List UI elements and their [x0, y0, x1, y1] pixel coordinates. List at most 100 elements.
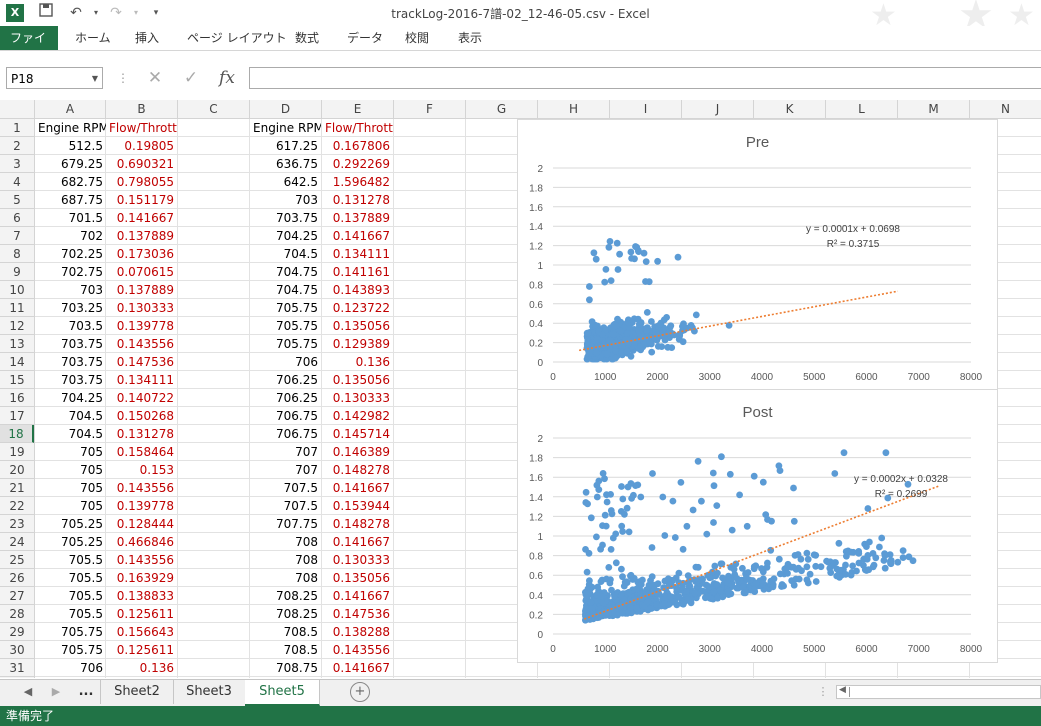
cell[interactable]: 0.145714 [332, 427, 390, 441]
cell[interactable]: 0.143556 [332, 643, 390, 657]
cell[interactable]: 0.143556 [116, 553, 174, 567]
cell[interactable]: 0.141667 [332, 481, 390, 495]
cell[interactable]: 708 [295, 553, 318, 567]
tab-data[interactable]: データ [347, 31, 384, 45]
cell[interactable]: 0.141667 [332, 589, 390, 603]
cell[interactable]: 0.163929 [116, 571, 174, 585]
row-header[interactable]: 4 [0, 173, 34, 191]
customize-quick-access-icon[interactable]: ▾ [153, 8, 159, 18]
cell[interactable]: 702 [80, 229, 103, 243]
tab-review[interactable]: 校閲 [405, 31, 430, 45]
cell[interactable]: 0.146389 [332, 445, 390, 459]
column-header-k[interactable]: K [754, 100, 826, 118]
cell[interactable]: 706.25 [276, 391, 318, 405]
cell[interactable]: 0.141667 [332, 535, 390, 549]
tab-formulas[interactable]: 数式 [295, 31, 320, 45]
cell[interactable]: 0.292269 [332, 157, 390, 171]
column-header-b[interactable]: B [106, 100, 178, 118]
cell[interactable]: 705.25 [61, 535, 103, 549]
scatter-chart-post[interactable]: Post 0 0.2 0.4 0.6 0.8 1 1.2 1.4 1.6 1.8 2 0 1000 2000… [517, 389, 998, 663]
cell[interactable]: 0.131278 [332, 193, 390, 207]
cell[interactable]: 704.5 [68, 427, 103, 441]
cell[interactable]: 708 [295, 571, 318, 585]
row-header[interactable]: 26 [0, 569, 34, 587]
cell[interactable]: 642.5 [283, 175, 318, 189]
cell[interactable]: 706.75 [276, 427, 318, 441]
redo-dropdown-icon[interactable]: ▾ [133, 8, 138, 17]
cell[interactable]: 0.143556 [116, 481, 174, 495]
cell[interactable]: 0.167806 [332, 139, 390, 153]
cell[interactable]: 705 [80, 463, 103, 477]
column-header-e[interactable]: E [322, 100, 394, 118]
select-all-button[interactable] [0, 100, 35, 118]
cell[interactable]: 1.596482 [332, 175, 390, 189]
row-header[interactable]: 20 [0, 461, 34, 479]
scroll-thumb[interactable] [849, 687, 850, 697]
cell[interactable]: 703.75 [61, 337, 103, 351]
column-header-l[interactable]: L [826, 100, 898, 118]
row-header[interactable]: 27 [0, 587, 34, 605]
cell[interactable]: 705.5 [68, 571, 103, 585]
cell[interactable]: 707 [295, 445, 318, 459]
cell[interactable]: 679.25 [61, 157, 103, 171]
cell[interactable]: 0.139778 [116, 499, 174, 513]
cell[interactable]: 707.5 [283, 499, 318, 513]
cell[interactable]: 0.148278 [332, 517, 390, 531]
enter-icon[interactable]: ✓ [183, 68, 199, 88]
cell[interactable]: 705 [80, 499, 103, 513]
row-header[interactable]: 24 [0, 533, 34, 551]
cell[interactable]: 701.5 [68, 211, 103, 225]
tab-page-layout[interactable]: ページ レイアウト [187, 31, 287, 45]
cell[interactable]: 704.25 [61, 391, 103, 405]
horizontal-scrollbar[interactable]: ◀ [836, 685, 1041, 699]
cell[interactable]: 0.148278 [332, 463, 390, 477]
scatter-chart-pre[interactable]: Pre 0 0.2 0.4 0.6 0.8 1 1.2 1.4 1.6 1.8 2 0 1000 2000 3… [517, 119, 998, 391]
cell[interactable]: 682.75 [61, 175, 103, 189]
cell[interactable]: 705.5 [68, 589, 103, 603]
cell[interactable]: 702.75 [61, 265, 103, 279]
cell[interactable]: 703.25 [61, 301, 103, 315]
row-header[interactable]: 12 [0, 317, 34, 335]
scroll-left-icon[interactable]: ◀ [23, 685, 33, 698]
cell[interactable]: 0.466846 [116, 535, 174, 549]
cell[interactable]: 0.137889 [116, 283, 174, 297]
column-header-j[interactable]: J [682, 100, 754, 118]
sheet-tab-sheet3[interactable]: Sheet3 [173, 680, 246, 704]
cell[interactable]: 687.75 [61, 193, 103, 207]
cell[interactable]: 0.140722 [116, 391, 174, 405]
scroll-left-arrow-icon[interactable]: ◀ [839, 685, 846, 695]
cell[interactable]: 708.5 [283, 625, 318, 639]
redo-icon[interactable]: ↷ [110, 5, 122, 21]
column-header-c[interactable]: C [178, 100, 250, 118]
cell[interactable]: 708.25 [276, 589, 318, 603]
cell[interactable]: 0.143556 [116, 337, 174, 351]
cell[interactable]: 0.135056 [332, 373, 390, 387]
more-sheets-button[interactable]: ... [72, 680, 101, 704]
cell[interactable]: 0.136 [355, 355, 390, 369]
save-icon[interactable] [36, 3, 56, 23]
column-header-d[interactable]: D [250, 100, 322, 118]
cell[interactable]: 705.5 [68, 607, 103, 621]
split-handle-icon[interactable]: ⋮ [817, 685, 829, 698]
cell[interactable]: 0.141667 [116, 211, 174, 225]
row-header[interactable]: 30 [0, 641, 34, 659]
cell[interactable]: 705.75 [276, 301, 318, 315]
undo-icon[interactable]: ↶ [70, 5, 82, 21]
cell-header-flow-throttle[interactable]: Flow/Throttle [109, 121, 177, 135]
cancel-icon[interactable]: ✕ [147, 68, 163, 88]
cell[interactable]: 0.125611 [116, 643, 174, 657]
cell[interactable]: 705.75 [61, 643, 103, 657]
row-header[interactable]: 25 [0, 551, 34, 569]
cell[interactable]: 0.130333 [116, 301, 174, 315]
row-header[interactable]: 8 [0, 245, 34, 263]
cell[interactable]: 707 [295, 463, 318, 477]
cell[interactable]: 708.75 [276, 661, 318, 675]
cell-header-flow-throttle[interactable]: Flow/Throttle [325, 121, 393, 135]
cell[interactable]: 0.147536 [116, 355, 174, 369]
cell[interactable]: 0.150268 [116, 409, 174, 423]
cell[interactable]: 0.153 [139, 463, 174, 477]
cell[interactable]: 0.131278 [116, 427, 174, 441]
cell[interactable]: 0.151179 [116, 193, 174, 207]
cell[interactable]: 0.137889 [116, 229, 174, 243]
cell[interactable]: 0.19805 [124, 139, 174, 153]
